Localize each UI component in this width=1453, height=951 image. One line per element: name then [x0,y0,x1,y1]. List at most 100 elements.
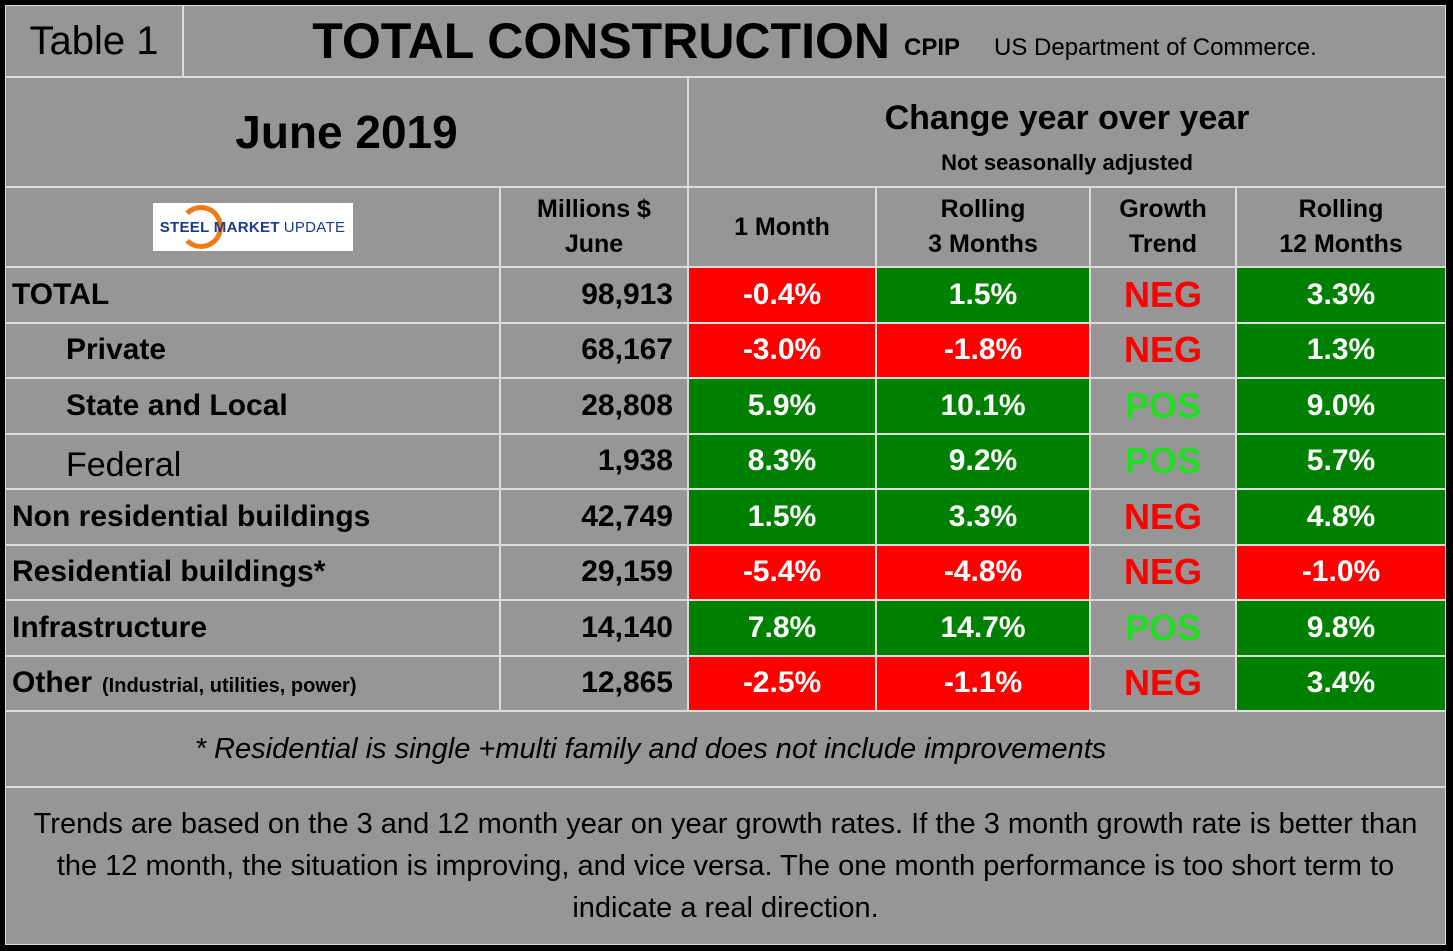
growth-trend: POS [1090,600,1236,656]
row-label: Infrastructure [5,600,500,656]
change-m3: 1.5% [876,267,1090,323]
change-value: 1.3% [1306,333,1376,367]
growth-trend-text: NEG [1123,495,1202,537]
row-label: Residential buildings* [5,544,500,600]
millions-value: 28,808 [500,378,688,434]
change-value: 4.8% [1306,499,1376,533]
millions-value: 1,938 [500,433,688,489]
source-text: US Department of Commerce. [994,34,1317,61]
explanation-cell: Trends are based on the 3 and 12 month y… [5,787,1446,945]
explanation-text: Trends are based on the 3 and 12 month y… [33,808,1418,924]
change-m3: -1.1% [876,655,1090,711]
row-label-text: Other [12,666,93,700]
growth-trend-text: NEG [1123,551,1202,593]
row-label: Private [5,322,500,378]
millions-text: 12,865 [581,666,673,700]
change-m3: -4.8% [876,544,1090,600]
period-text: June 2019 [235,106,458,158]
logo-swoosh-icon [178,205,223,249]
row-label-text: Federal [66,445,182,484]
change-value: 10.1% [940,388,1026,422]
row-label-text: State and Local [66,388,288,422]
footnote-text: * Residential is single +multi family an… [194,732,1107,765]
change-value: 9.2% [948,444,1018,478]
column-header: Rolling 12 Months [1236,187,1446,267]
title-suffix: CPIP [903,34,960,61]
column-header-line: Trend [1128,230,1198,258]
change-value: 8.3% [747,444,817,478]
growth-trend: NEG [1090,267,1236,323]
row-label-text: Residential buildings* [12,555,326,589]
row-label: State and Local [5,378,500,434]
growth-trend-text: POS [1124,440,1202,482]
column-header: Growth Trend [1090,187,1236,267]
millions-value: 42,749 [500,489,688,545]
table-label: Table 1 [5,5,183,77]
logo-cell: STEEL MARKET UPDATE [5,187,500,267]
row-label: Other (Industrial, utilities, power) [5,655,500,711]
change-m12: 5.7% [1236,433,1446,489]
millions-text: 28,808 [581,388,673,422]
growth-trend-text: NEG [1123,329,1202,371]
column-header-line: Millions $ [537,195,651,223]
change-m12: -1.0% [1236,544,1446,600]
growth-trend: NEG [1090,655,1236,711]
change-m3: 9.2% [876,433,1090,489]
change-value: -2.5% [742,666,822,700]
steel-market-update-logo: STEEL MARKET UPDATE [152,203,353,251]
column-header-line: June [564,230,624,258]
growth-trend: NEG [1090,489,1236,545]
column-header-line: Rolling [1298,195,1384,223]
column-header-line: 1 Month [734,212,830,241]
millions-text: 14,140 [581,610,673,644]
row-label: TOTAL [5,267,500,323]
millions-value: 98,913 [500,267,688,323]
change-value: -5.4% [742,555,822,589]
growth-trend-text: NEG [1123,662,1202,704]
change-value: 5.7% [1306,444,1376,478]
millions-value: 12,865 [500,655,688,711]
column-header-line: 12 Months [1279,230,1403,258]
change-value: 7.8% [747,610,817,644]
logo-text-bold: STEEL MARKET [159,218,280,236]
row-label-text: Private [66,333,167,367]
change-value: -0.4% [742,277,822,311]
row-label: Federal [5,433,500,489]
column-header: Rolling 3 Months [876,187,1090,267]
millions-value: 29,159 [500,544,688,600]
change-m12: 9.8% [1236,600,1446,656]
change-m1: -5.4% [688,544,876,600]
change-title: Change year over year [884,99,1250,137]
millions-text: 98,913 [581,277,673,311]
growth-trend: NEG [1090,322,1236,378]
change-value: -1.0% [1301,555,1381,589]
change-m12: 3.4% [1236,655,1446,711]
change-m1: -3.0% [688,322,876,378]
construction-table: Table 1 TOTAL CONSTRUCTION CPIP US Departme… [5,5,1446,945]
change-m1: 8.3% [688,433,876,489]
change-value: -4.8% [943,555,1023,589]
change-m3: 10.1% [876,378,1090,434]
change-value: 9.8% [1306,610,1376,644]
change-value: 14.7% [940,610,1026,644]
change-value: 5.9% [747,388,817,422]
column-header-line: Growth [1119,195,1207,223]
change-m1: 7.8% [688,600,876,656]
millions-text: 1,938 [597,444,673,478]
change-m12: 4.8% [1236,489,1446,545]
growth-trend: NEG [1090,544,1236,600]
period-cell: June 2019 [5,77,688,187]
row-label-text: Non residential buildings [12,499,371,533]
growth-trend: POS [1090,433,1236,489]
change-value: 1.5% [948,277,1018,311]
column-header: 1 Month [688,187,876,267]
change-value: -1.8% [943,333,1023,367]
row-label: Non residential buildings [5,489,500,545]
column-header-line: Rolling [940,195,1026,223]
change-value: 9.0% [1306,388,1376,422]
change-m3: -1.8% [876,322,1090,378]
row-label-text: Infrastructure [12,610,208,644]
change-value: 3.3% [948,499,1018,533]
title-cell: TOTAL CONSTRUCTION CPIP US Department of C… [183,5,1446,77]
table-title: TOTAL CONSTRUCTION [312,13,890,69]
